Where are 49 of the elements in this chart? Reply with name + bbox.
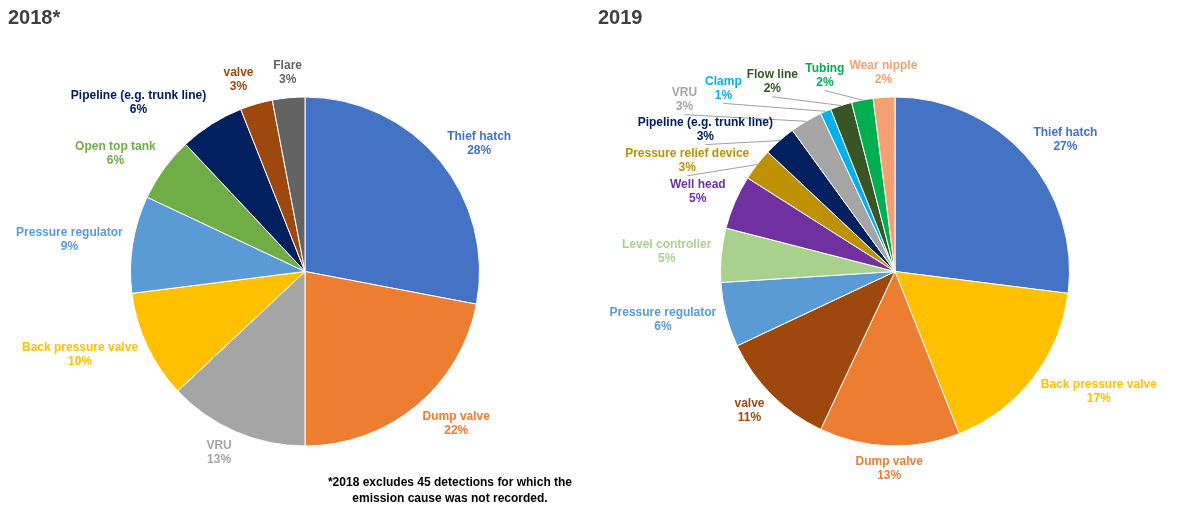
slice-label: VRU [206,437,232,452]
data-label: 9% [60,238,79,253]
slice-label: VRU [671,84,698,99]
data-label: 13% [877,468,902,483]
slice-label: Open top tank [75,139,157,154]
data-label: 11% [737,410,762,425]
slice-label: Back pressure valve [21,340,139,355]
slice-label: Well head [669,176,726,191]
data-label: 2% [816,74,834,89]
slice-label: Flow line [746,67,799,82]
data-label: 1% [714,87,733,102]
data-label: 28% [467,143,492,158]
data-label: 6% [106,153,125,168]
slice-label: Tubing [805,60,845,75]
data-label: 3% [675,98,694,113]
data-label: 17% [1086,391,1112,406]
slice-label: Level controller [621,237,712,252]
slice-label: Thief hatch [447,129,512,144]
slice-label: Clamp [705,73,742,88]
data-label: 2% [874,71,893,86]
slice-label: Wear nipple [849,57,918,72]
data-label: 3% [229,79,248,94]
data-label: 6% [654,319,672,334]
slice-label: Thief hatch [1033,124,1098,139]
data-label: 2% [763,81,782,96]
slice-label: Pressure regulator [609,305,717,320]
data-label: 10% [68,354,93,369]
data-label: 22% [444,422,469,437]
data-label: 3% [696,128,715,143]
data-label: 13% [207,451,232,466]
slice-label: Pressure relief device [625,146,750,161]
slice-label: Back pressure valve [1040,377,1158,392]
slice-label: Flare [273,58,303,73]
chart-title: 2018* [8,5,61,28]
data-label: 6% [129,102,148,117]
slice-label: Dump valve [422,408,491,423]
slice-label: Pipeline (e.g. trunk line) [637,114,773,129]
slice-label: Pressure regulator [16,224,124,239]
data-label: 3% [678,160,697,175]
data-label: 5% [657,251,676,266]
slice-label: Pipeline (e.g. trunk line) [70,88,207,103]
slice-label: Dump valve [855,454,924,469]
chart-title: 2019 [598,5,643,28]
data-label: 3% [278,72,297,87]
data-label: 27% [1053,138,1078,153]
slice-label: valve [734,396,765,411]
text: *2018 excludes 45 detections for which the emission cause was not recorded. [327,475,573,506]
slice-label: valve [223,65,254,80]
data-label: 5% [689,190,707,205]
